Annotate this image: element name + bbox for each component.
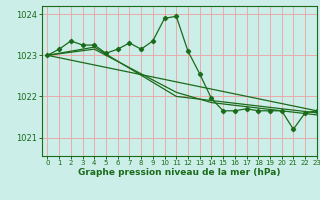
- X-axis label: Graphe pression niveau de la mer (hPa): Graphe pression niveau de la mer (hPa): [78, 168, 280, 177]
